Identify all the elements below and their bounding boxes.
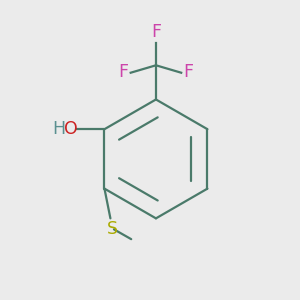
Text: O: O [64,120,78,138]
Text: H: H [53,120,66,138]
Text: F: F [151,23,161,41]
Text: S: S [106,220,117,238]
Text: F: F [118,63,128,81]
Text: F: F [184,63,194,81]
